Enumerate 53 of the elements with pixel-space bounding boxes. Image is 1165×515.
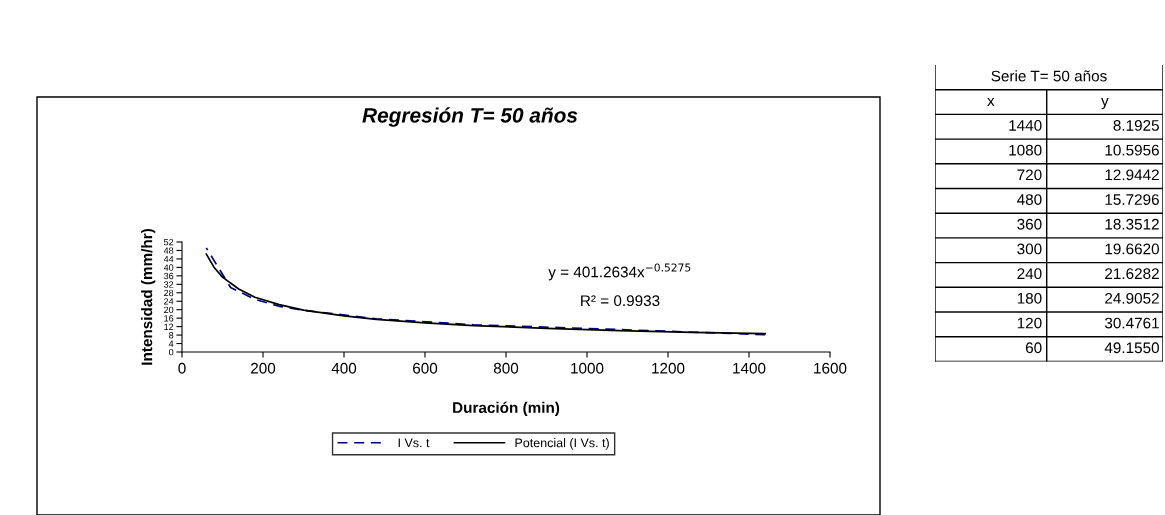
y-tick-label: 28 [164,289,174,297]
text: 120 [1017,317,1042,329]
legend-label: Potencial (I Vs. t) [515,438,609,450]
x-tick-label: 1600 [814,362,847,374]
text: 21.6282 [1105,268,1159,280]
y-tick-label: 12 [164,323,174,330]
x-tick-label: 1400 [733,362,766,374]
text: 240 [1017,268,1042,280]
y-tick-label: 16 [164,315,174,322]
text: 300 [1017,243,1042,255]
x-tick-label: 200 [251,362,276,374]
text: 720 [1017,169,1042,181]
y-axis-title: Intensidad (mm/hr) [141,229,156,365]
y-tick-label: 24 [164,298,174,305]
text: 12.9442 [1105,169,1159,181]
y-tick-label: 32 [163,281,174,288]
text: 480 [1017,194,1042,205]
text: 18.3512 [1105,218,1159,230]
text: 49.1550 [1104,342,1159,354]
text: x [987,97,995,106]
x-axis-title: Duración (min) [453,401,560,417]
chart-title: Regresión T= 50 años [362,107,578,127]
text: 30.4761 [1104,317,1159,329]
x-tick-label: 1200 [652,362,685,374]
y-tick-label: 4 [168,340,174,347]
y-tick-label: 48 [163,247,174,254]
y-tick-label: 44 [163,255,174,263]
x-tick-label: 0 [178,362,186,374]
x-tick-label: 800 [493,362,519,374]
text: 8.1925 [1113,120,1159,131]
text: 10.5956 [1105,144,1159,156]
x-tick-label: 600 [413,362,438,374]
text: 60 [1025,342,1042,354]
text: 180 [1017,292,1042,304]
y-tick-label: 0 [169,348,174,356]
text: y [1101,97,1109,110]
y-tick-label: 52 [163,238,174,246]
text: Serie T= 50 años [991,70,1107,82]
text: 24.9052 [1105,292,1159,304]
y-tick-label: 40 [163,264,174,271]
text: 360 [1017,218,1042,230]
x-tick-label: 1000 [571,362,604,374]
y-tick-label: 8 [169,332,174,339]
legend-label: I Vs. t [398,438,430,448]
annotation: y = 401.2634x$^{−0.5275}$ [548,263,691,281]
x-tick-label: 400 [331,362,357,374]
text: 1080 [1009,144,1042,156]
text: 1440 [1009,120,1042,131]
y-tick-label: 20 [164,306,174,314]
text: 19.6620 [1105,243,1159,255]
y-tick-label: 36 [163,272,174,280]
annotation: R² = 0.9933 [581,295,660,307]
text: 15.7296 [1105,194,1159,205]
